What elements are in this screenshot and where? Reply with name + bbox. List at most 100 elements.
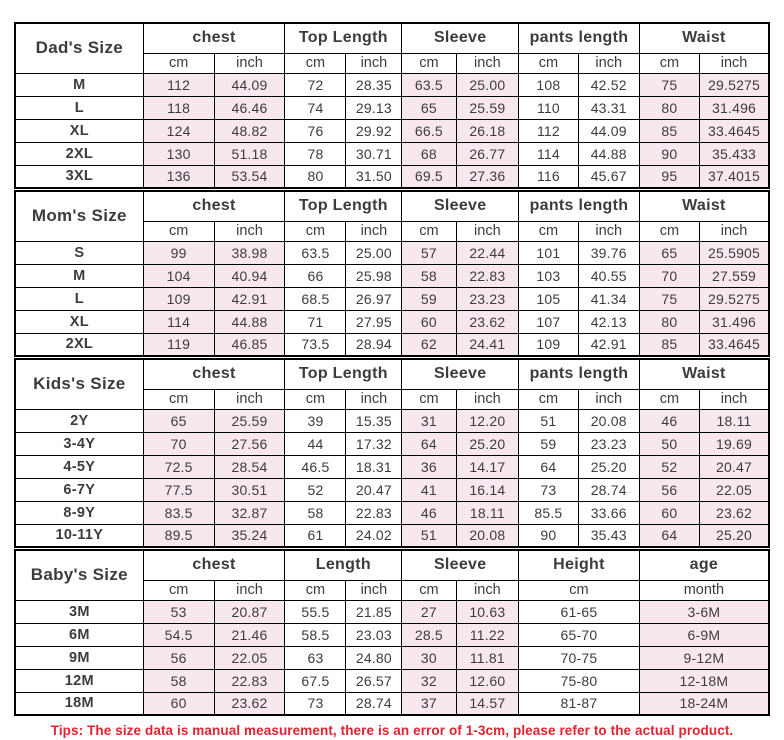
value-cell: 52 bbox=[284, 477, 347, 502]
value-cell: 109 bbox=[142, 286, 215, 311]
column-group-header: age bbox=[638, 549, 770, 581]
value-cell: 69.5 bbox=[401, 164, 457, 189]
size-label-cell: S bbox=[14, 240, 144, 265]
value-cell: 68.5 bbox=[284, 286, 347, 311]
value-cell: 72.5 bbox=[142, 454, 215, 479]
value-cell: 58 bbox=[401, 263, 457, 288]
value-cell: 60 bbox=[638, 500, 701, 525]
value-cell: 62 bbox=[401, 332, 457, 357]
unit-header-cell: inch bbox=[455, 220, 520, 242]
value-cell: 39 bbox=[284, 408, 347, 433]
value-cell: 116 bbox=[518, 164, 579, 189]
size-row: 4-5Y 72.5 28.54 46.5 18.31 36 14.17 64 25.20 52 20… bbox=[14, 454, 770, 479]
size-label-cell: 3M bbox=[14, 599, 144, 624]
value-cell: 21.46 bbox=[213, 622, 286, 647]
value-cell: 107 bbox=[518, 309, 579, 334]
size-label-cell: 9M bbox=[14, 645, 144, 670]
value-cell: 25.98 bbox=[345, 263, 403, 288]
value-cell: 39.76 bbox=[577, 240, 640, 265]
size-row: 2XL 130 51.18 78 30.71 68 26.77 114 44.88 90 35.43… bbox=[14, 141, 770, 166]
value-cell: 85 bbox=[638, 118, 701, 143]
value-cell: 70 bbox=[142, 431, 215, 456]
value-cell: 42.13 bbox=[577, 309, 640, 334]
size-row: XL 114 44.88 71 27.95 60 23.62 107 42.13 80 31.496 bbox=[14, 309, 770, 334]
value-cell: 18.11 bbox=[455, 500, 520, 525]
value-cell: 41.34 bbox=[577, 286, 640, 311]
size-label-cell: 6-7Y bbox=[14, 477, 144, 502]
value-cell: 63.5 bbox=[401, 72, 457, 97]
value-cell: 37 bbox=[401, 691, 457, 716]
value-cell: 66 bbox=[284, 263, 347, 288]
value-cell: 22.05 bbox=[699, 477, 770, 502]
size-row: 8-9Y 83.5 32.87 58 22.83 46 18.11 85.5 33.66 60 23… bbox=[14, 500, 770, 525]
value-cell: 38.98 bbox=[213, 240, 286, 265]
value-cell: 33.4645 bbox=[699, 118, 770, 143]
size-chart-tables: Dad's Size chest Top Length Sleeve pants len… bbox=[14, 22, 770, 716]
size-row: L 109 42.91 68.5 26.97 59 23.23 105 41.34 75 29.52… bbox=[14, 286, 770, 311]
value-cell: 28.35 bbox=[345, 72, 403, 97]
value-cell: 29.5275 bbox=[699, 286, 770, 311]
size-table-section-2: Kids's Size chest Top Length Sleeve pants le… bbox=[14, 358, 770, 548]
value-cell: 110 bbox=[518, 95, 579, 120]
value-cell: 23.62 bbox=[213, 691, 286, 716]
value-cell: 14.17 bbox=[455, 454, 520, 479]
value-cell: 11.22 bbox=[455, 622, 520, 647]
value-cell: 44.88 bbox=[577, 141, 640, 166]
unit-header-cell: inch bbox=[699, 220, 770, 242]
size-label-cell: 2XL bbox=[14, 141, 144, 166]
group-header-row: Mom's Size chest Top Length Sleeve pants len… bbox=[14, 190, 770, 242]
unit-header-cell: cm bbox=[401, 52, 457, 74]
value-cell: 72 bbox=[284, 72, 347, 97]
size-table-section-1: Mom's Size chest Top Length Sleeve pants len… bbox=[14, 190, 770, 357]
column-group-header: chest bbox=[142, 190, 286, 222]
value-cell: 20.08 bbox=[455, 523, 520, 548]
value-cell: 28.94 bbox=[345, 332, 403, 357]
value-cell: 43.31 bbox=[577, 95, 640, 120]
unit-header-cell: inch bbox=[455, 579, 520, 601]
value-cell: 26.77 bbox=[455, 141, 520, 166]
column-group-header: Waist bbox=[638, 190, 770, 222]
size-label-cell: 8-9Y bbox=[14, 500, 144, 525]
value-cell: 24.02 bbox=[345, 523, 403, 548]
value-cell: 27 bbox=[401, 599, 457, 624]
unit-header-row: cm inch cm inch cm inch cm inch cm inch bbox=[15, 52, 770, 74]
value-cell: 66.5 bbox=[401, 118, 457, 143]
value-cell: 23.62 bbox=[455, 309, 520, 334]
unit-header-cell: inch bbox=[213, 52, 286, 74]
unit-header-cell: inch bbox=[345, 220, 403, 242]
value-cell: 64 bbox=[518, 454, 579, 479]
value-cell: 59 bbox=[401, 286, 457, 311]
unit-header-cell: inch bbox=[577, 52, 640, 74]
group-header-row: Kids's Size chest Top Length Sleeve pants le… bbox=[14, 358, 770, 410]
value-cell: 40.94 bbox=[213, 263, 286, 288]
section-title: Kids's Size bbox=[14, 358, 144, 410]
value-cell: 90 bbox=[638, 141, 701, 166]
value-cell: 19.69 bbox=[699, 431, 770, 456]
size-label-cell: L bbox=[14, 95, 144, 120]
value-cell: 46.85 bbox=[213, 332, 286, 357]
column-group-header: Sleeve bbox=[401, 22, 520, 54]
value-cell: 81-87 bbox=[518, 691, 640, 716]
value-cell: 53.54 bbox=[213, 164, 286, 189]
value-cell: 31.496 bbox=[699, 95, 770, 120]
value-cell: 73 bbox=[518, 477, 579, 502]
value-cell: 109 bbox=[518, 332, 579, 357]
value-cell: 15.35 bbox=[345, 408, 403, 433]
unit-header-row: cm inch cm inch cm inch cm inch cm inch bbox=[15, 388, 770, 410]
value-cell: 46.5 bbox=[284, 454, 347, 479]
value-cell: 42.91 bbox=[577, 332, 640, 357]
value-cell: 44.88 bbox=[213, 309, 286, 334]
size-label-cell: M bbox=[14, 72, 144, 97]
value-cell: 17.32 bbox=[345, 431, 403, 456]
unit-header-cell: cm bbox=[142, 579, 215, 601]
value-cell: 61 bbox=[284, 523, 347, 548]
column-group-header: pants length bbox=[518, 190, 640, 222]
value-cell: 29.5275 bbox=[699, 72, 770, 97]
value-cell: 27.559 bbox=[699, 263, 770, 288]
column-group-header: Top Length bbox=[284, 190, 403, 222]
value-cell: 58 bbox=[142, 668, 215, 693]
unit-header-cell: cm bbox=[401, 579, 457, 601]
value-cell: 28.5 bbox=[401, 622, 457, 647]
value-cell: 22.05 bbox=[213, 645, 286, 670]
value-cell: 56 bbox=[142, 645, 215, 670]
